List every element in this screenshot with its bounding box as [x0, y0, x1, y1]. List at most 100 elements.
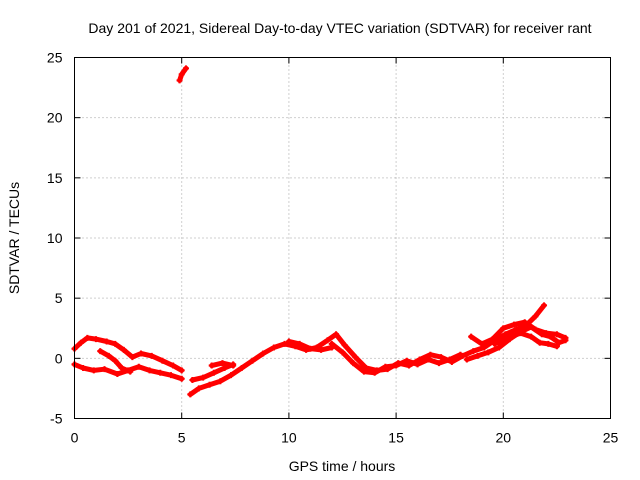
y-tick-label: 10: [47, 230, 63, 246]
data-point: [112, 340, 119, 347]
data-point: [318, 346, 325, 353]
data-point: [360, 368, 367, 375]
data-point: [382, 363, 389, 370]
data-point: [230, 362, 237, 369]
y-tick-label: 5: [55, 290, 63, 306]
data-point: [511, 321, 518, 328]
data-point: [496, 344, 503, 351]
data-point: [92, 336, 99, 343]
data-point: [489, 336, 496, 343]
plot-frame: [74, 57, 611, 419]
data-point: [178, 367, 185, 374]
x-axis-label: GPS time / hours: [289, 458, 396, 474]
data-point: [545, 340, 552, 347]
y-tick-label: 15: [47, 170, 63, 186]
data-point: [127, 368, 134, 375]
tick-labels: 0 5 10 15 20 25 -5 0 5 10 15 20 25: [47, 50, 619, 446]
data-point: [500, 325, 507, 332]
chart-title: Day 201 of 2021, Sidereal Day-to-day VTE…: [88, 20, 591, 36]
data-point: [178, 375, 185, 382]
series-track-1: [72, 335, 185, 373]
data-point: [249, 357, 256, 364]
data-point: [260, 350, 267, 357]
data-point: [176, 77, 183, 84]
series-track-11: [468, 319, 568, 347]
data-point: [438, 354, 445, 361]
y-axis-label: SDTVAR / TECUs: [6, 182, 22, 294]
data-point: [281, 340, 288, 347]
data-point: [532, 326, 539, 333]
data-point: [474, 352, 481, 359]
data-point: [195, 385, 202, 392]
y-tick-label: 20: [47, 110, 63, 126]
data-point: [556, 339, 563, 346]
data-point: [485, 349, 492, 356]
data-point: [90, 367, 97, 374]
data-point: [206, 381, 213, 388]
data-point: [333, 331, 340, 338]
data-point: [504, 334, 511, 341]
data-point: [217, 378, 224, 385]
data-point: [393, 362, 400, 369]
y-tick-label: 0: [55, 350, 63, 366]
data-point: [296, 340, 303, 347]
data-point: [427, 351, 434, 358]
data-point: [120, 346, 127, 353]
data-point: [350, 360, 357, 367]
data-point: [324, 337, 331, 344]
data-point: [208, 362, 215, 369]
data-point: [129, 354, 136, 361]
y-tick-label: 25: [47, 50, 63, 66]
x-tick-label: 20: [496, 430, 512, 446]
data-point: [148, 352, 155, 359]
data-point: [157, 369, 164, 376]
data-layer: [71, 65, 569, 398]
data-point: [541, 302, 548, 309]
data-point: [159, 357, 166, 364]
y-tick-label: -5: [50, 411, 63, 427]
data-point: [435, 360, 442, 367]
data-point: [189, 376, 196, 383]
data-point: [468, 333, 475, 340]
data-point: [84, 334, 91, 341]
grid-lines: [74, 57, 611, 419]
data-point: [470, 348, 477, 355]
data-point: [528, 333, 535, 340]
data-point: [103, 338, 110, 345]
data-point: [328, 340, 335, 347]
data-point: [425, 356, 432, 363]
data-point: [210, 369, 217, 376]
data-point: [228, 372, 235, 379]
data-point: [446, 356, 453, 363]
data-point: [101, 366, 108, 373]
data-point: [80, 364, 87, 371]
data-point: [521, 319, 528, 326]
data-point: [532, 313, 539, 320]
data-point: [146, 367, 153, 374]
data-point: [478, 340, 485, 347]
data-point: [457, 351, 464, 358]
data-point: [307, 345, 314, 352]
x-tick-label: 0: [71, 430, 79, 446]
data-point: [352, 354, 359, 361]
data-point: [112, 357, 119, 364]
data-point: [118, 364, 125, 371]
data-point: [463, 356, 470, 363]
x-tick-label: 25: [603, 430, 619, 446]
data-point: [137, 350, 144, 357]
data-point: [167, 372, 174, 379]
data-point: [270, 344, 277, 351]
data-point: [339, 349, 346, 356]
data-point: [562, 334, 569, 341]
x-tick-label: 15: [388, 430, 404, 446]
data-point: [341, 342, 348, 349]
data-point: [187, 391, 194, 398]
data-point: [178, 71, 185, 78]
data-point: [97, 348, 104, 355]
data-point: [536, 339, 543, 346]
data-point: [182, 65, 189, 72]
data-point: [114, 370, 121, 377]
data-point: [135, 363, 142, 370]
data-point: [200, 374, 207, 381]
